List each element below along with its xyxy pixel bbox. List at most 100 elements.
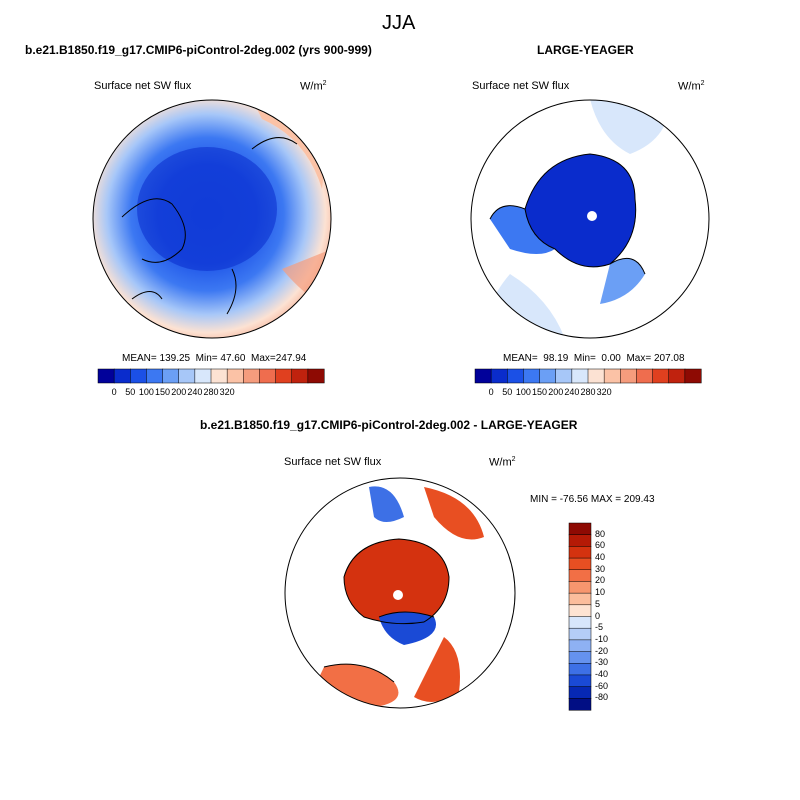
colorbar-tick-label: 10 [595, 587, 606, 598]
colorbar-swatch [587, 368, 605, 384]
panel1-polar-map [92, 99, 332, 339]
colorbar-tick-label: 240 [187, 387, 203, 397]
colorbar-swatch [568, 616, 592, 629]
colorbar-swatch [620, 368, 637, 384]
panel1-header: b.e21.B1850.f19_g17.CMIP6-piControl-2deg… [25, 43, 372, 57]
panel3-atlantic-negative [379, 612, 436, 645]
colorbar-tick-label: 150 [532, 387, 548, 397]
colorbar-tick-label: -40 [595, 668, 609, 679]
colorbar-tick-label: 240 [564, 387, 580, 397]
colorbar-swatch [568, 674, 592, 688]
colorbar-swatch [636, 368, 654, 384]
colorbar-swatch [568, 592, 592, 606]
colorbar-swatch [146, 368, 164, 384]
colorbar-swatch [259, 368, 277, 384]
colorbar-tick-label: 0 [488, 387, 494, 397]
colorbar-tick-label: 30 [595, 563, 606, 574]
colorbar-swatch [243, 368, 260, 384]
panel2-max: 207.08 [653, 353, 685, 364]
colorbar-tick-label: -10 [595, 633, 609, 644]
panel3-pacific-negative [369, 486, 404, 522]
colorbar-swatch [307, 368, 325, 384]
colorbar-tick-label: 150 [155, 387, 171, 397]
colorbar-swatch [568, 639, 592, 653]
panel2-coastlines [489, 153, 646, 275]
colorbar-swatch [291, 368, 309, 384]
colorbar-swatch [568, 627, 592, 641]
colorbar-swatch [568, 581, 592, 594]
colorbar-swatch [97, 368, 115, 384]
colorbar-tick-label: 0 [111, 387, 117, 397]
colorbar-tick-label: 320 [219, 387, 235, 397]
colorbar-tick-label: 20 [595, 575, 606, 586]
panel1-coastlines [121, 137, 298, 315]
panel3-central-arctic-positive [344, 539, 449, 624]
colorbar-tick-label: 40 [595, 552, 606, 563]
panel3-minmax: MIN = -76.56 MAX = 209.43 [530, 494, 655, 505]
panel2-header: LARGE-YEAGER [537, 43, 634, 57]
panel2-variable-label: Surface net SW flux [472, 80, 570, 92]
panel2-min: 0.00 [601, 353, 621, 364]
colorbar-tick-label: 200 [171, 387, 187, 397]
colorbar-tick-label: 100 [138, 387, 154, 397]
panel1-stats: MEAN= 139.25 Min= 47.60 Max=247.94 [122, 353, 307, 364]
panel3-polar-map [284, 477, 516, 709]
colorbar-swatch [194, 368, 212, 384]
panel2-ocean-low-flux [525, 154, 636, 267]
colorbar-swatch [210, 368, 228, 384]
panel2-colorbar [474, 368, 702, 384]
colorbar-tick-label: 320 [596, 387, 612, 397]
colorbar-tick-label: 0 [595, 610, 601, 621]
panel3-coastlines [323, 538, 450, 683]
colorbar-swatch [571, 368, 589, 384]
colorbar-swatch [668, 368, 686, 384]
colorbar-swatch [568, 663, 592, 676]
panel2-ocean-mid [490, 205, 555, 254]
colorbar-swatch [507, 368, 524, 384]
colorbar-swatch [568, 557, 592, 571]
panel2-polar-map [470, 99, 710, 339]
panel3-header: b.e21.B1850.f19_g17.CMIP6-piControl-2deg… [200, 418, 578, 432]
colorbar-tick-label: 280 [580, 387, 596, 397]
colorbar-swatch [113, 368, 131, 384]
colorbar-tick-label: 5 [595, 598, 601, 609]
colorbar-swatch [652, 368, 670, 384]
colorbar-swatch [684, 368, 702, 384]
colorbar-tick-label: -60 [595, 680, 609, 691]
colorbar-tick-label: 100 [515, 387, 531, 397]
colorbar-swatch [568, 651, 592, 664]
panel1-min: 47.60 [220, 353, 246, 364]
colorbar-swatch [568, 604, 592, 618]
colorbar-swatch [568, 546, 592, 559]
panel1-variable-label: Surface net SW flux [94, 80, 192, 92]
colorbar-tick-label: -20 [595, 645, 609, 656]
panel2-units: W/m2 [678, 80, 705, 93]
colorbar-tick-label: 60 [595, 540, 606, 551]
panel1-units: W/m2 [300, 80, 327, 93]
colorbar-swatch [568, 534, 592, 547]
panel3-units: W/m2 [489, 456, 516, 469]
panel3-ne-positive [424, 487, 484, 540]
colorbar-swatch [568, 686, 592, 699]
panel2-stats: MEAN= 98.19 Min= 0.00 Max= 207.08 [503, 353, 685, 364]
colorbar-swatch [162, 368, 180, 384]
colorbar-swatch [178, 368, 196, 384]
panel3-east-positive [414, 637, 460, 702]
colorbar-swatch [603, 368, 621, 384]
colorbar-tick-label: 200 [548, 387, 564, 397]
colorbar-swatch [275, 368, 293, 384]
panel2-ocean-mid-se [600, 258, 645, 304]
panel3-colorbar [568, 522, 592, 711]
colorbar-tick-label: -30 [595, 657, 609, 668]
colorbar-swatch [490, 368, 508, 384]
panel1-colorbar [97, 368, 325, 384]
colorbar-tick-label: -80 [595, 692, 609, 703]
colorbar-swatch [226, 368, 244, 384]
colorbar-swatch [555, 368, 573, 384]
colorbar-swatch [474, 368, 492, 384]
figure-title: JJA [382, 12, 416, 34]
colorbar-tick-label: -5 [595, 622, 604, 633]
colorbar-swatch [568, 569, 592, 582]
colorbar-tick-label: 80 [595, 528, 606, 539]
panel1-arctic-low-flux [137, 147, 277, 271]
